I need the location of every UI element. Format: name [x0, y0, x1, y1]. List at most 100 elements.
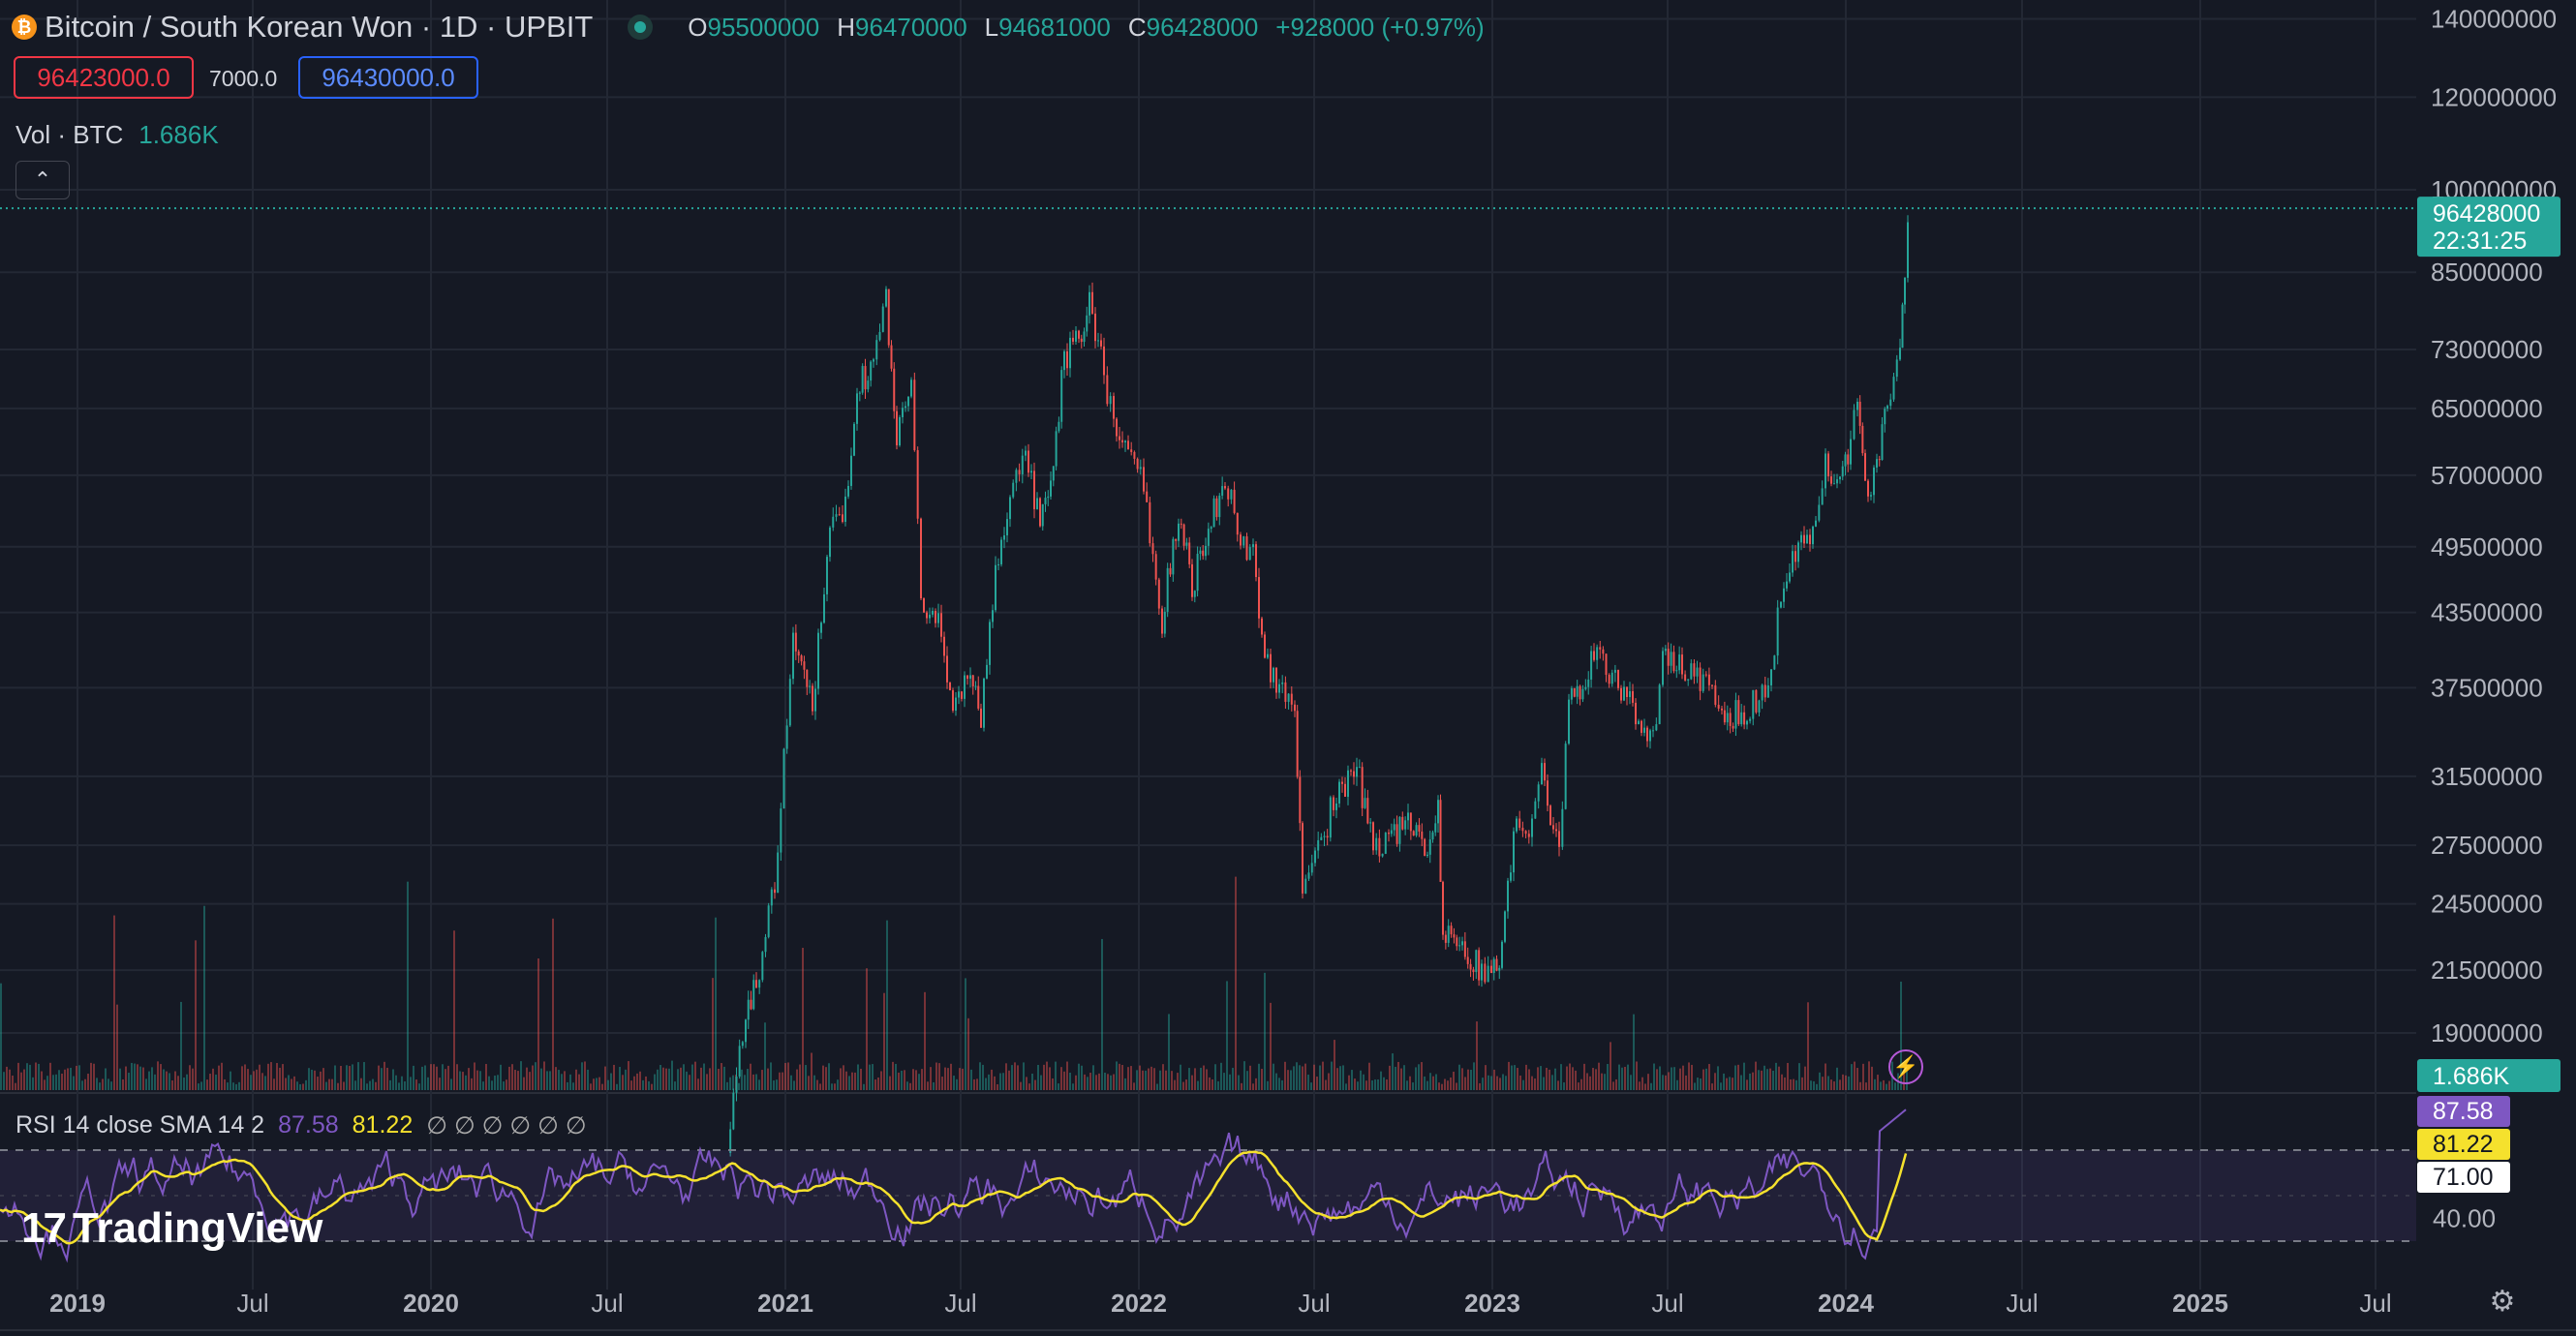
candle-body [1646, 727, 1648, 742]
candle-body [1827, 453, 1829, 477]
candle-body [829, 527, 831, 558]
candle-body [1169, 567, 1172, 575]
volume-bar [450, 1078, 452, 1090]
tradingview-mark-icon: 17 [21, 1204, 67, 1252]
close-label: C [1127, 12, 1147, 42]
candle-body [1221, 486, 1224, 496]
candle-body [1218, 495, 1221, 518]
volume-bar [1203, 1065, 1205, 1090]
candle-body [1366, 798, 1369, 824]
volume-bar [1139, 1065, 1141, 1090]
candle-body [1091, 291, 1093, 314]
volume-bar [1830, 1079, 1832, 1090]
volume-bar [1755, 1061, 1757, 1090]
volume-bar [813, 1075, 815, 1090]
chevron-up-icon[interactable]: ⌃ [15, 161, 70, 199]
volume-bar [1601, 1073, 1603, 1090]
candle-body [971, 675, 974, 686]
volume-bar [523, 1077, 525, 1090]
volume-bar [1839, 1079, 1841, 1090]
volume-legend[interactable]: Vol · BTC 1.686K [15, 120, 219, 150]
last-price-badge [2417, 197, 2561, 258]
volume-bar [107, 1078, 109, 1090]
volume-bar [1691, 1064, 1693, 1090]
candle-body [1675, 670, 1678, 672]
candle-body [1106, 375, 1109, 405]
market-status-icon[interactable] [628, 15, 654, 40]
candle-body [838, 514, 841, 516]
candle-body [1590, 651, 1593, 680]
volume-bar [1781, 1074, 1783, 1090]
candle-body [1495, 958, 1498, 971]
volume-bar [17, 1062, 19, 1090]
candle-body [932, 610, 934, 615]
volume-bar [1020, 1081, 1022, 1090]
candle-body [735, 1077, 738, 1093]
volume-bar [517, 1071, 519, 1090]
volume-bar [1145, 1070, 1147, 1090]
volume-bar [1209, 1077, 1211, 1090]
volume-bar [328, 1078, 330, 1090]
candle-body [1066, 350, 1068, 369]
candle-body [1267, 653, 1269, 658]
volume-bar [1171, 1071, 1173, 1090]
volume-bar [1453, 1071, 1455, 1090]
volume-bar [1089, 1073, 1091, 1090]
volume-bar [1517, 1068, 1518, 1090]
volume-bar [462, 1072, 464, 1090]
volume-bar [1084, 1074, 1086, 1090]
volume-bar [694, 1061, 696, 1090]
candle-body [738, 1046, 741, 1078]
volume-bar [1665, 1075, 1667, 1090]
candle-body [1892, 377, 1895, 400]
volume-bar [709, 1068, 711, 1090]
volume-bar [898, 1072, 900, 1090]
volume-bar [1854, 1061, 1855, 1090]
ohlc-values: O95500000 H96470000 L94681000 C96428000 … [688, 13, 1484, 43]
candle-body [800, 655, 803, 662]
volume-bar [1528, 1069, 1530, 1090]
volume-bar [1540, 1066, 1542, 1090]
candle-body [1447, 926, 1450, 943]
volume-bar [1435, 1074, 1437, 1090]
gear-icon[interactable]: ⚙ [2489, 1285, 2516, 1318]
candle-body [1743, 712, 1746, 725]
candle-body [1593, 651, 1595, 660]
rsi-placeholders: ∅ ∅ ∅ ∅ ∅ ∅ [426, 1112, 587, 1139]
rsi-legend[interactable]: RSI 14 close SMA 14 2 87.58 81.22 ∅ ∅ ∅ … [15, 1111, 587, 1140]
volume-bar [1302, 1066, 1303, 1090]
candle-body [835, 514, 838, 517]
volume-bar [938, 1063, 940, 1090]
volume-bar [1441, 1083, 1443, 1090]
volume-bar [1380, 1071, 1382, 1090]
volume-bar [1668, 1072, 1670, 1090]
volume-bar [1412, 1082, 1414, 1090]
volume-bar [689, 1075, 690, 1090]
volume-bar [997, 1083, 998, 1090]
volume-bar [1604, 1074, 1606, 1090]
buy-button[interactable]: 96430000.0 [298, 56, 478, 99]
candle-body [1521, 828, 1524, 832]
sell-button[interactable]: 96423000.0 [14, 56, 194, 99]
volume-bar [78, 1065, 80, 1090]
tradingview-logo[interactable]: 17 TradingView [21, 1204, 322, 1253]
volume-bar [1752, 1072, 1754, 1090]
candle-body [1561, 808, 1564, 847]
candle-body [1806, 534, 1808, 544]
candle-body [974, 685, 977, 687]
candle-body [1599, 647, 1602, 650]
volume-bar [427, 1077, 429, 1090]
volume-bar [700, 1067, 702, 1090]
symbol-title[interactable]: Bitcoin / South Korean Won · 1D · UPBIT [45, 10, 594, 44]
candle-body [1490, 965, 1492, 973]
candle-body [1166, 567, 1169, 612]
volume-bar [1479, 1082, 1481, 1090]
lightning-icon[interactable]: ⚡ [1888, 1049, 1923, 1084]
volume-bar [1211, 1078, 1213, 1090]
volume-bar [1316, 1077, 1318, 1090]
candle-body [1737, 700, 1740, 725]
volume-bar [401, 1076, 403, 1090]
candle-body [920, 518, 922, 599]
rsi-tick-label: 40.00 [2433, 1204, 2496, 1233]
